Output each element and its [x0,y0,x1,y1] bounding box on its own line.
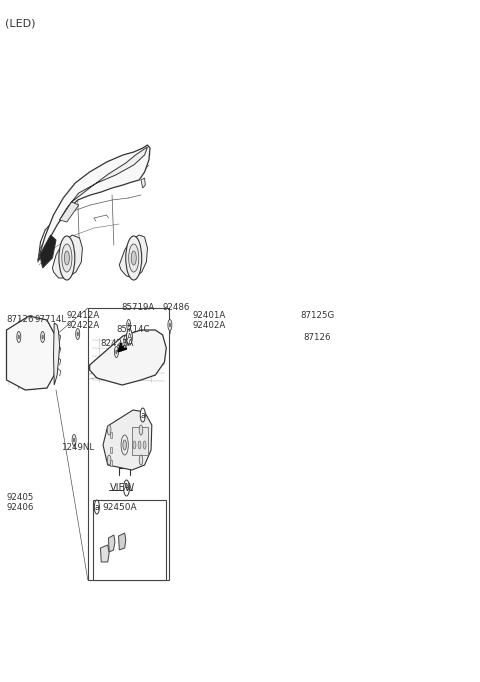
Circle shape [308,334,310,338]
Text: 82423A: 82423A [100,340,133,349]
Text: 92412A: 92412A [67,310,100,319]
Polygon shape [40,235,56,268]
Circle shape [121,435,128,455]
Text: 92450A: 92450A [102,503,137,512]
Text: A: A [124,484,129,492]
Polygon shape [60,147,147,220]
Circle shape [116,350,117,354]
Circle shape [133,441,136,449]
Text: 87126: 87126 [304,333,331,342]
Text: 87125G: 87125G [300,312,334,321]
Circle shape [108,425,111,435]
Circle shape [139,425,143,435]
Circle shape [199,323,200,327]
Circle shape [124,336,128,346]
Polygon shape [141,178,145,188]
Circle shape [125,339,127,343]
Text: 97714L: 97714L [35,316,66,325]
Text: a: a [95,503,99,512]
Circle shape [168,319,172,331]
Circle shape [126,236,142,280]
Circle shape [311,356,312,360]
Polygon shape [103,410,152,470]
Text: 92422A: 92422A [67,321,100,331]
Text: 1249NL: 1249NL [61,443,94,452]
Circle shape [198,319,202,331]
Text: 92401A: 92401A [192,310,226,319]
Circle shape [64,251,70,265]
Circle shape [114,346,119,357]
Bar [110,460,112,466]
Circle shape [127,319,131,331]
Text: a: a [141,411,145,419]
Circle shape [95,500,99,514]
Circle shape [62,244,72,272]
Circle shape [129,244,139,272]
Circle shape [108,455,111,465]
Circle shape [72,434,76,445]
Circle shape [73,438,75,442]
Bar [93,500,166,580]
Circle shape [17,331,21,342]
Polygon shape [38,145,150,260]
Circle shape [138,441,141,449]
Text: VIEW: VIEW [109,483,135,493]
Text: 92402A: 92402A [192,321,226,331]
Bar [110,447,112,453]
Polygon shape [60,202,79,222]
Circle shape [76,329,80,340]
Circle shape [42,335,43,339]
Polygon shape [120,235,147,278]
Polygon shape [108,535,115,552]
Circle shape [169,323,170,327]
Text: 92406: 92406 [7,503,34,512]
Bar [110,432,112,438]
Circle shape [127,329,132,345]
Circle shape [59,236,75,280]
Circle shape [310,353,313,364]
Circle shape [307,331,311,342]
Circle shape [18,335,20,339]
Bar [88,308,169,580]
Circle shape [124,480,130,496]
Polygon shape [52,235,83,278]
Circle shape [41,331,45,342]
Text: 87126: 87126 [7,316,34,325]
Text: 92405: 92405 [7,492,34,501]
Polygon shape [7,316,56,390]
Polygon shape [90,330,166,385]
Circle shape [77,332,78,336]
Text: (LED): (LED) [5,18,36,28]
Text: A: A [127,333,132,342]
Circle shape [305,353,308,363]
Polygon shape [100,545,109,562]
Circle shape [143,441,146,449]
Text: 85714C: 85714C [116,325,150,334]
Circle shape [128,323,130,327]
Circle shape [139,455,143,465]
Text: 92486: 92486 [163,303,190,312]
Circle shape [131,251,136,265]
Circle shape [123,440,127,450]
Bar [132,427,148,455]
Text: 85719A: 85719A [122,303,155,312]
Polygon shape [53,323,60,385]
Circle shape [140,408,145,422]
Circle shape [302,335,305,345]
Polygon shape [119,533,126,550]
